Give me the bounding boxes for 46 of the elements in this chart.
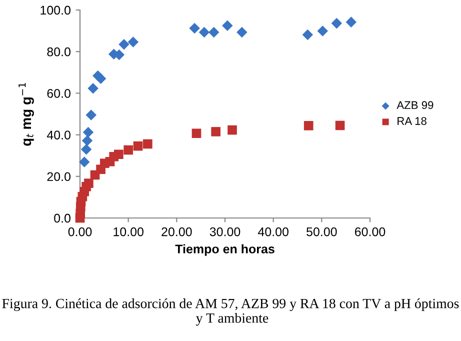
y-tick-label: 80.0: [47, 47, 70, 56]
x-tick-label: 0.00: [68, 227, 92, 236]
point: [95, 73, 106, 84]
y-tick-label: 40.0: [46, 130, 70, 140]
point: [302, 29, 314, 40]
point: [88, 83, 98, 94]
point: [211, 127, 220, 136]
point: [124, 145, 133, 155]
point: [143, 139, 152, 149]
y-tick-label: 0.0: [54, 214, 70, 223]
point: [82, 126, 94, 138]
point: [317, 26, 328, 36]
x-tick-label: 20.00: [162, 227, 192, 236]
point: [82, 135, 93, 146]
point: [236, 26, 248, 38]
point: [198, 26, 210, 38]
point: [304, 120, 314, 130]
point: [228, 125, 237, 135]
y-tick-label: 60.0: [47, 89, 70, 98]
point: [128, 36, 139, 48]
x-tick-label: 10.00: [114, 227, 144, 236]
x-tick-label: 40.00: [258, 227, 288, 236]
point: [118, 38, 130, 50]
y-tick-label: 100.0: [40, 6, 70, 15]
x-tick-label: 50.00: [306, 227, 337, 236]
legend-label: RA 18: [398, 117, 426, 125]
point: [222, 20, 233, 31]
x-tick-label: 30.00: [210, 227, 240, 236]
point: [208, 26, 220, 38]
point: [189, 22, 200, 34]
point: [84, 178, 94, 188]
point: [346, 16, 357, 28]
point: [133, 141, 143, 151]
legend-label: AZB 99: [396, 101, 434, 110]
point: [86, 110, 96, 120]
text: Figura 9. Cinética de adsorción de AM 57, AZB 99 y RA 18 con TV a pH óptimos y T ambiente: [2, 298, 459, 326]
x-tick-label: 60.00: [354, 227, 386, 236]
point: [80, 144, 92, 155]
point: [114, 150, 124, 160]
point: [78, 156, 90, 168]
y-axis-title: q$_{t}$ mg g$^{−1}$: [18, 82, 34, 146]
point: [331, 18, 342, 29]
point: [335, 120, 345, 130]
point: [192, 128, 202, 138]
y-tick-label: 20.0: [47, 172, 70, 182]
x-axis-title: Tiempo en horas: [175, 244, 274, 256]
